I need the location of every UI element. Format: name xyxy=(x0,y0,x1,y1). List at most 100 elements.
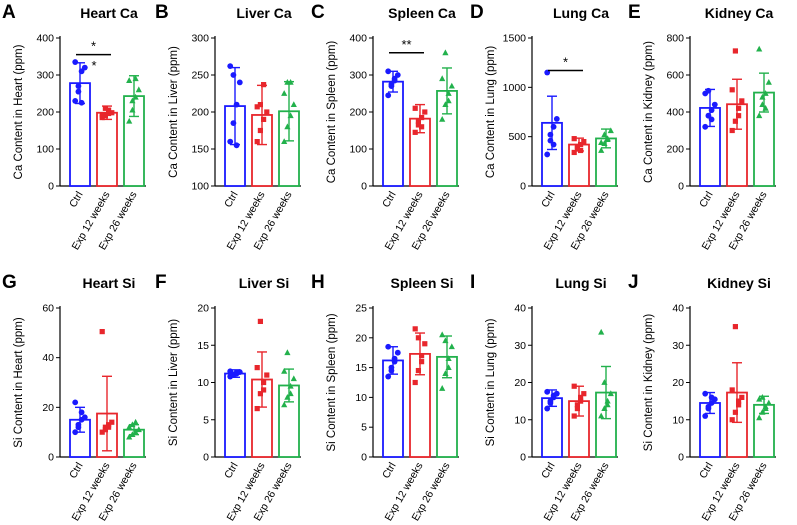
panel-title: Heart Si xyxy=(83,275,136,291)
y-tick-label: 10 xyxy=(197,377,209,389)
data-point xyxy=(422,341,428,347)
data-point xyxy=(254,365,260,371)
panel-b: B Liver Ca Ca Content in Liver (ppm) 100 150… xyxy=(155,2,301,252)
panel-i: I Lung Si Si Content in Lung (ppm) 0 10 20 30 4… xyxy=(470,272,618,523)
panel-letter: G xyxy=(2,272,17,293)
data-point xyxy=(106,110,112,117)
y-tick-label: 5 xyxy=(203,414,209,426)
panel-title: Spleen Si xyxy=(390,275,453,291)
panel-letter: E xyxy=(628,2,641,23)
y-tick-label: 400 xyxy=(349,33,367,45)
data-point xyxy=(287,390,294,397)
data-point xyxy=(547,398,554,405)
y-tick-label: 100 xyxy=(36,144,54,156)
panel-letter: I xyxy=(470,272,475,293)
data-point xyxy=(287,382,294,389)
y-tick-label: 0 xyxy=(48,181,54,193)
y-tick-label: 0 xyxy=(361,181,367,193)
y-tick-label: 20 xyxy=(355,332,367,344)
y-tick-label: 0 xyxy=(361,452,367,464)
data-point xyxy=(702,123,709,130)
data-point xyxy=(711,101,718,108)
panel-title: Liver Ca xyxy=(236,5,291,21)
data-point xyxy=(281,90,288,96)
data-point xyxy=(604,136,611,143)
data-point xyxy=(739,394,745,400)
data-point xyxy=(601,379,608,385)
data-point xyxy=(230,120,237,126)
data-point xyxy=(261,82,267,88)
data-point xyxy=(574,402,580,408)
data-point xyxy=(261,387,267,393)
data-point xyxy=(412,105,418,111)
y-tick-label: 0 xyxy=(520,181,526,193)
data-point xyxy=(544,388,551,395)
panel-g: G Heart Si Si Content in Heart (ppm) 0 20 40 6… xyxy=(2,272,146,523)
y-axis-label: Si Content in Heart (ppm) xyxy=(13,317,25,448)
data-point xyxy=(439,385,446,391)
data-point xyxy=(419,114,425,121)
data-point xyxy=(287,79,294,85)
y-tick-label: 800 xyxy=(666,33,684,45)
y-tick-label: 200 xyxy=(349,107,367,119)
data-point xyxy=(233,101,240,108)
panel-letter: H xyxy=(311,272,325,293)
data-point xyxy=(261,379,267,386)
data-point xyxy=(571,136,577,142)
data-point xyxy=(261,116,267,122)
y-tick-label: 25 xyxy=(355,303,367,315)
data-point xyxy=(765,79,772,85)
y-tick-label: 60 xyxy=(42,303,54,315)
data-point xyxy=(732,409,738,415)
data-point xyxy=(72,429,79,436)
data-point xyxy=(99,112,105,118)
panel-letter: F xyxy=(155,272,167,293)
y-tick-label: 10 xyxy=(672,414,684,426)
data-point xyxy=(135,86,142,93)
data-point xyxy=(132,418,139,425)
y-tick-label: 0 xyxy=(48,452,54,464)
panel-title: Lung Ca xyxy=(553,5,609,21)
data-point xyxy=(419,124,425,130)
data-point xyxy=(126,433,133,440)
x-tick-label: Ctrl xyxy=(222,461,241,481)
data-point xyxy=(227,63,234,70)
data-point xyxy=(388,81,395,88)
data-point xyxy=(581,391,587,397)
data-point xyxy=(598,328,605,335)
data-point xyxy=(422,109,428,115)
data-point xyxy=(132,93,139,100)
data-point xyxy=(284,394,291,400)
data-point xyxy=(412,379,418,386)
data-point xyxy=(391,355,398,362)
data-point xyxy=(99,328,105,335)
data-point xyxy=(759,101,766,107)
data-point xyxy=(759,408,766,415)
data-point xyxy=(578,147,584,154)
data-point xyxy=(233,369,240,376)
panel-a: A Heart Ca Ca Content in Heart (ppm) 0 100 20… xyxy=(2,2,146,252)
data-point xyxy=(544,405,551,412)
panel-j: J Kidney Si Si Content in Kidney (ppm) 0 10 2… xyxy=(628,272,776,523)
data-point xyxy=(578,398,584,404)
y-axis-label: Si Content in Kidney (ppm) xyxy=(643,314,655,452)
data-point xyxy=(78,409,85,416)
data-point xyxy=(544,151,551,158)
panel-letter: J xyxy=(628,272,639,293)
data-point xyxy=(81,64,88,71)
x-tick-label: Ctrl xyxy=(697,190,716,210)
data-point xyxy=(281,138,288,144)
panel-title: Liver Si xyxy=(239,275,290,291)
data-point xyxy=(419,359,425,365)
data-point xyxy=(547,131,554,138)
panel-f: F Liver Si Si Content in Liver (ppm) 0 5 10 15… xyxy=(155,272,301,523)
panel-title: Lung Si xyxy=(555,275,606,291)
data-point xyxy=(415,122,421,128)
data-point xyxy=(388,364,395,371)
data-point xyxy=(601,405,608,411)
y-tick-label: 200 xyxy=(191,107,209,119)
y-tick-label: 400 xyxy=(36,33,54,45)
data-point xyxy=(578,394,584,400)
data-point xyxy=(72,98,79,104)
